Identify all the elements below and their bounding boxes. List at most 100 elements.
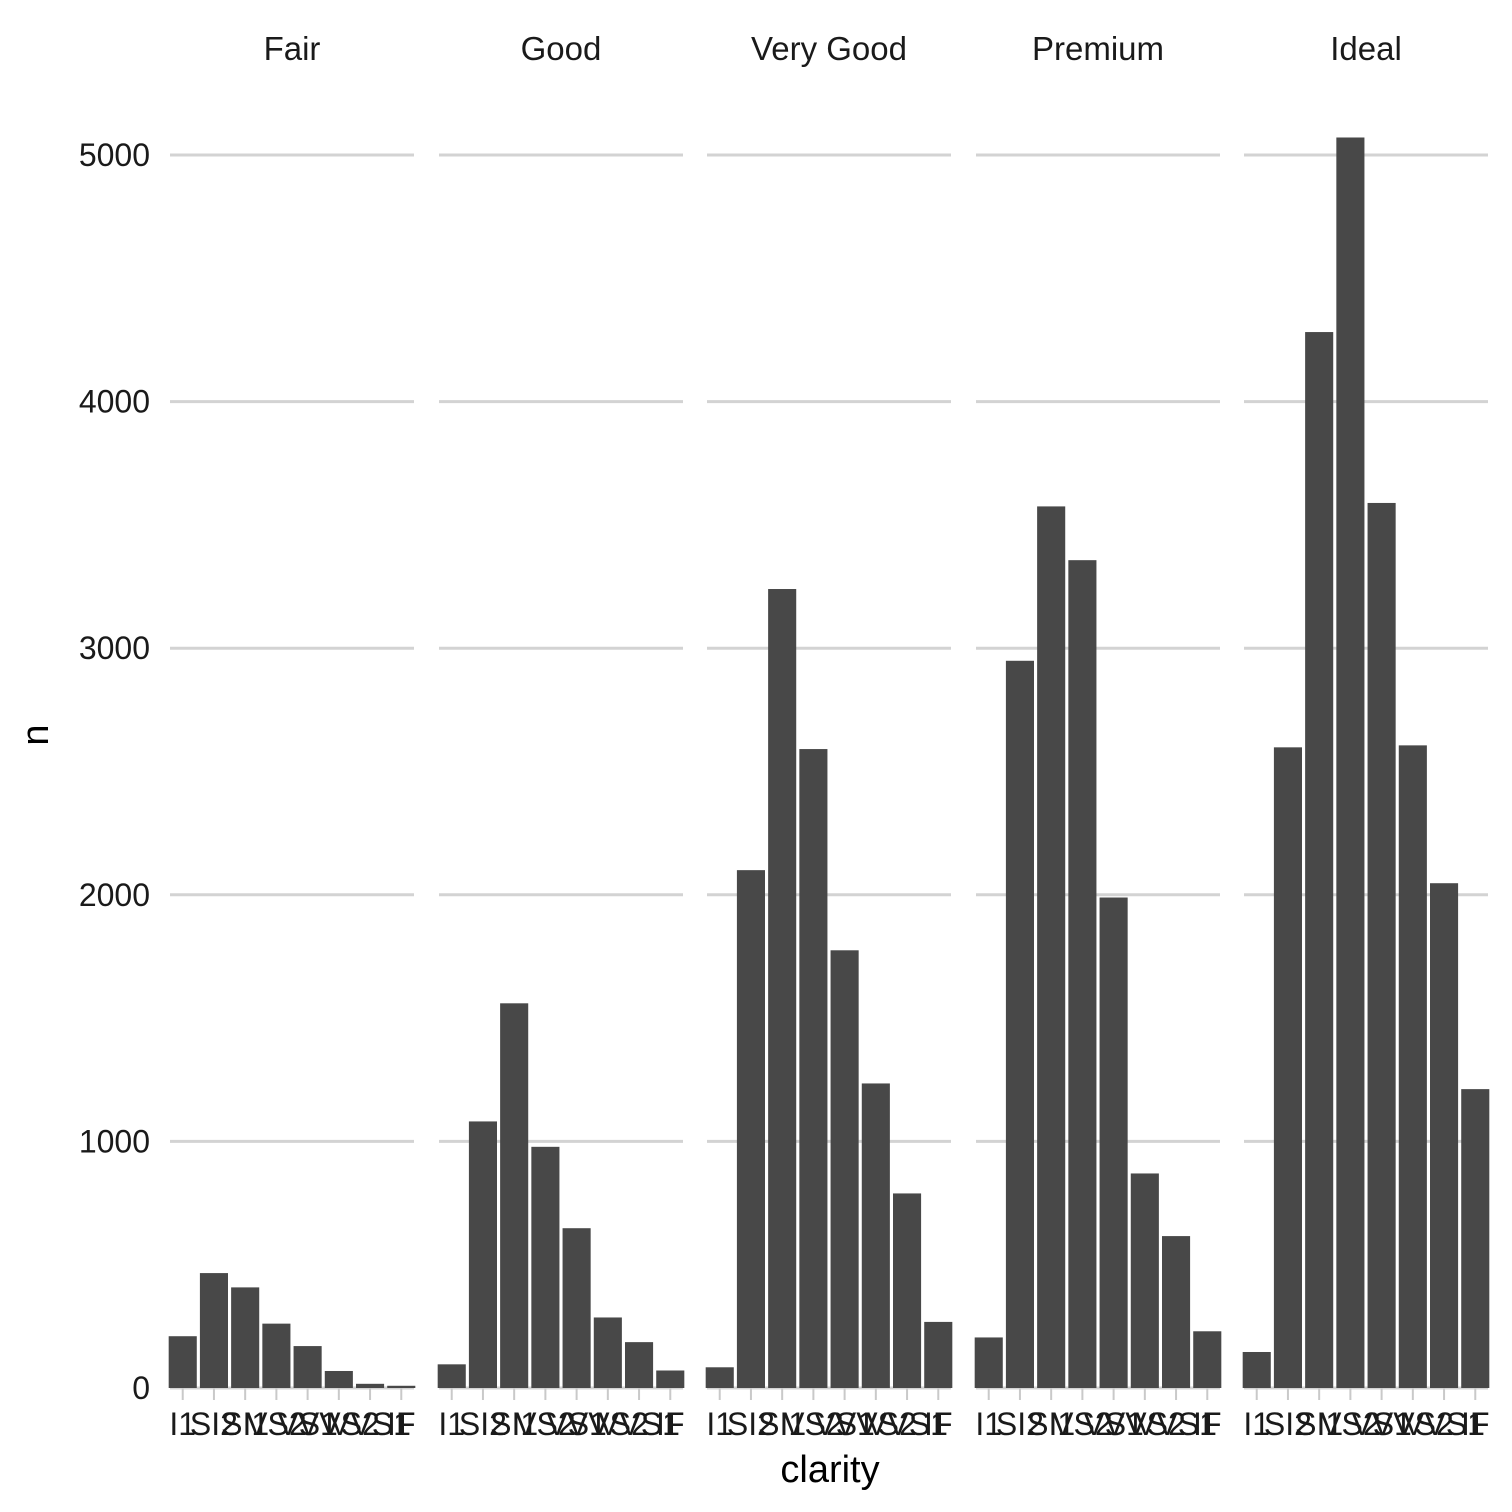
x-tick-label: VVS1 xyxy=(1135,1406,1217,1442)
bar xyxy=(356,1383,385,1388)
x-tick-label: SI1 xyxy=(490,1406,538,1442)
bar xyxy=(1099,897,1128,1388)
x-tick-label: VS1 xyxy=(546,1406,606,1442)
x-tick-label: VVS2 xyxy=(298,1406,380,1442)
bar xyxy=(1242,1351,1271,1388)
x-tick-label: VVS2 xyxy=(1372,1406,1454,1442)
bar xyxy=(1273,747,1302,1388)
x-tick-label: VS2 xyxy=(515,1406,575,1442)
bar xyxy=(168,1336,197,1388)
x-tick-label: IF xyxy=(924,1406,952,1442)
bar xyxy=(293,1346,322,1388)
x-tick-label: SI2 xyxy=(727,1406,775,1442)
bar xyxy=(562,1228,591,1388)
bar xyxy=(262,1323,291,1388)
x-tick-label: VVS2 xyxy=(835,1406,917,1442)
x-tick-label: VS1 xyxy=(814,1406,874,1442)
x-tick-label: I1 xyxy=(706,1406,733,1442)
y-tick-label: 0 xyxy=(132,1370,150,1406)
bar xyxy=(736,870,765,1388)
x-tick-label: VS1 xyxy=(277,1406,337,1442)
x-tick-label: SI2 xyxy=(190,1406,238,1442)
bar xyxy=(799,749,828,1388)
bar xyxy=(437,1364,466,1388)
bar xyxy=(1461,1089,1490,1388)
facet-title: Premium xyxy=(1032,30,1164,67)
bar xyxy=(1037,506,1066,1388)
x-tick-label: I1 xyxy=(1243,1406,1270,1442)
x-tick-label: VVS2 xyxy=(567,1406,649,1442)
x-tick-label: VS2 xyxy=(1052,1406,1112,1442)
x-tick-label: IF xyxy=(656,1406,684,1442)
bar xyxy=(1193,1331,1222,1388)
bar xyxy=(705,1367,734,1388)
x-tick-label: VVS2 xyxy=(1104,1406,1186,1442)
bar xyxy=(1305,332,1334,1388)
bar xyxy=(500,1003,529,1388)
facet-title: Very Good xyxy=(751,30,907,67)
y-tick-label: 5000 xyxy=(79,137,150,173)
bar xyxy=(1130,1173,1159,1388)
x-tick-label: I1 xyxy=(975,1406,1002,1442)
x-tick-label: IF xyxy=(1461,1406,1489,1442)
x-tick-label: VVS1 xyxy=(1403,1406,1485,1442)
x-tick-label: VS2 xyxy=(246,1406,306,1442)
y-tick-label: 2000 xyxy=(79,877,150,913)
x-tick-label: VS1 xyxy=(1351,1406,1411,1442)
bar xyxy=(324,1370,353,1388)
y-tick-label: 1000 xyxy=(79,1123,150,1159)
y-tick-label: 4000 xyxy=(79,384,150,420)
bar xyxy=(830,950,859,1388)
bar xyxy=(468,1121,497,1388)
x-axis-title: clarity xyxy=(780,1449,879,1491)
x-tick-label: I1 xyxy=(438,1406,465,1442)
bar xyxy=(974,1337,1003,1388)
x-tick-label: SI2 xyxy=(996,1406,1044,1442)
x-tick-label: I1 xyxy=(169,1406,196,1442)
bar xyxy=(387,1385,416,1388)
x-tick-label: IF xyxy=(387,1406,415,1442)
x-tick-label: VS2 xyxy=(783,1406,843,1442)
bar xyxy=(1430,883,1459,1388)
x-tick-label: SI1 xyxy=(1295,1406,1343,1442)
x-tick-label: VS1 xyxy=(1083,1406,1143,1442)
facet-title: Ideal xyxy=(1330,30,1402,67)
bar xyxy=(656,1370,685,1388)
x-tick-label: IF xyxy=(1193,1406,1221,1442)
facet-title: Good xyxy=(521,30,602,67)
facet-panels: FairI1SI2SI1VS2VS1VVS2VVS1IFGoodI1SI2SI1… xyxy=(168,30,1490,1442)
facet-title: Fair xyxy=(264,30,321,67)
y-axis-title: n xyxy=(15,724,57,745)
y-tick-label: 3000 xyxy=(79,630,150,666)
bar xyxy=(1398,745,1427,1388)
bar xyxy=(924,1321,953,1388)
bar xyxy=(1367,502,1396,1388)
bar xyxy=(1068,560,1097,1388)
bar xyxy=(893,1193,922,1388)
y-axis: 0 1000 2000 3000 4000 5000 xyxy=(79,137,150,1406)
bar xyxy=(625,1342,654,1388)
x-tick-label: VVS1 xyxy=(329,1406,411,1442)
bar xyxy=(231,1287,260,1388)
bar xyxy=(1162,1236,1191,1388)
bar xyxy=(768,589,797,1388)
x-tick-label: SI2 xyxy=(1264,1406,1312,1442)
x-tick-label: SI1 xyxy=(758,1406,806,1442)
bar xyxy=(1336,137,1365,1388)
bar xyxy=(531,1146,560,1388)
x-tick-label: VVS1 xyxy=(598,1406,680,1442)
x-tick-label: VVS1 xyxy=(866,1406,948,1442)
x-tick-label: SI1 xyxy=(1027,1406,1075,1442)
bar xyxy=(861,1083,890,1388)
x-tick-label: SI2 xyxy=(459,1406,507,1442)
x-tick-label: SI1 xyxy=(221,1406,269,1442)
bar xyxy=(199,1273,228,1388)
bar xyxy=(1005,660,1034,1388)
x-tick-label: VS2 xyxy=(1320,1406,1380,1442)
